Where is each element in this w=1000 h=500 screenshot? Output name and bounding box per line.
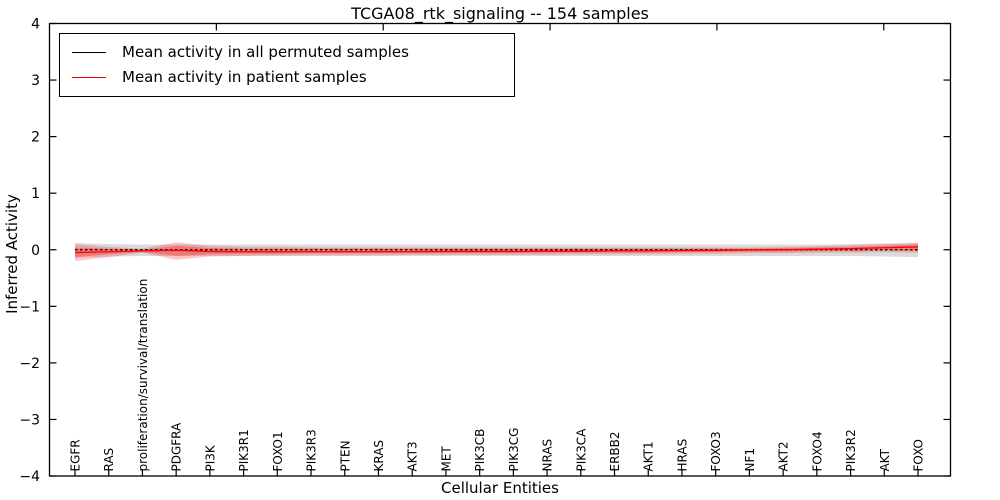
x-tick-label: PIK3R3 bbox=[305, 429, 319, 471]
x-tick-label: AKT1 bbox=[642, 441, 656, 471]
y-tick-label: 0 bbox=[31, 243, 40, 259]
x-axis-label: Cellular Entities bbox=[441, 479, 559, 497]
x-tick-label: PDGFRA bbox=[170, 422, 184, 472]
x-tick-label: proliferation/survival/translation bbox=[136, 279, 150, 472]
x-tick-label: RAS bbox=[102, 448, 116, 472]
x-tick-label: AKT bbox=[878, 448, 892, 471]
legend-item-patient: Mean activity in patient samples bbox=[72, 68, 496, 88]
x-tick-label: MET bbox=[439, 446, 453, 472]
legend-item-permuted: Mean activity in all permuted samples bbox=[72, 43, 496, 63]
x-tick-label: HRAS bbox=[675, 439, 689, 472]
y-tick-label: 2 bbox=[31, 130, 40, 146]
x-tick-label: PIK3R2 bbox=[844, 429, 858, 471]
x-tick-label: PI3K bbox=[203, 444, 217, 471]
y-tick-label: −2 bbox=[19, 356, 40, 372]
x-tick-label: FOXO4 bbox=[810, 431, 824, 471]
x-tick-label: NF1 bbox=[743, 448, 757, 472]
x-tick-label: KRAS bbox=[372, 440, 386, 472]
y-tick-label: 4 bbox=[31, 17, 40, 33]
x-tick-label: PIK3CG bbox=[507, 428, 521, 472]
y-tick-label: −1 bbox=[19, 299, 40, 315]
x-tick-label: ERBB2 bbox=[608, 431, 622, 471]
x-tick-label: FOXO1 bbox=[271, 431, 285, 471]
legend: Mean activity in all permuted samples Me… bbox=[59, 33, 515, 97]
x-tick-label: FOXO3 bbox=[709, 431, 723, 471]
y-tick-label: −4 bbox=[19, 469, 40, 485]
x-tick-label: PIK3CB bbox=[473, 429, 487, 472]
x-tick-label: PIK3CA bbox=[574, 428, 588, 472]
x-tick-label: NRAS bbox=[541, 439, 555, 472]
series-line-patient bbox=[74, 246, 919, 254]
x-tick-label: AKT2 bbox=[777, 441, 791, 471]
x-tick-label: FOXO bbox=[912, 439, 926, 471]
y-tick-label: −3 bbox=[19, 412, 40, 428]
legend-line-patient bbox=[72, 77, 106, 79]
legend-label-patient: Mean activity in patient samples bbox=[122, 68, 367, 86]
x-tick-label: PIK3R1 bbox=[237, 429, 251, 471]
legend-label-permuted: Mean activity in all permuted samples bbox=[122, 42, 409, 61]
x-tick-label: PTEN bbox=[338, 440, 352, 471]
y-tick-label: 3 bbox=[31, 73, 40, 89]
legend-line-permuted bbox=[72, 51, 106, 53]
x-tick-label: EGFR bbox=[69, 439, 83, 471]
chart-title: TCGA08_rtk_signaling -- 154 samples bbox=[351, 4, 649, 23]
y-tick-label: 1 bbox=[31, 186, 40, 202]
x-tick-label: AKT3 bbox=[406, 441, 420, 471]
